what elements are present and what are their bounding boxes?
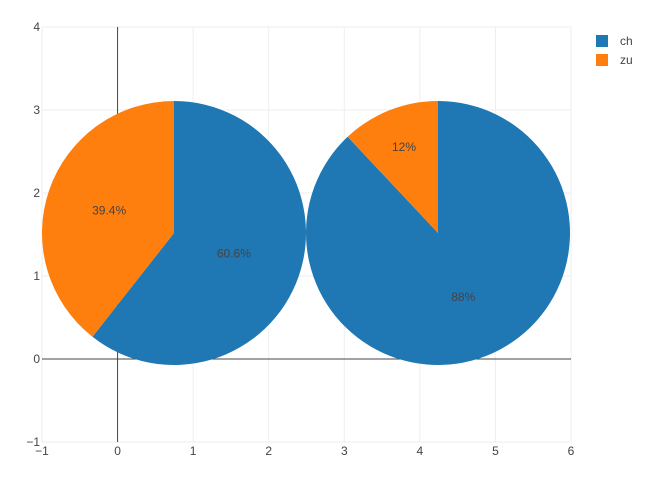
legend-label: zu <box>620 53 633 67</box>
y-tick-label: 1 <box>33 269 40 283</box>
x-axis-ticks: −1 0 1 2 3 4 5 6 <box>35 444 575 458</box>
x-tick-label: 5 <box>492 444 499 458</box>
y-tick-label: 0 <box>33 352 40 366</box>
pie-slice-ch[interactable] <box>92 101 306 365</box>
pie-slice-zu[interactable] <box>347 101 438 233</box>
y-tick-label: 3 <box>33 103 40 117</box>
legend-label: ch <box>620 34 633 48</box>
x-tick-label: 3 <box>341 444 348 458</box>
x-tick-label: 1 <box>190 444 197 458</box>
legend-swatch <box>596 54 608 66</box>
legend-swatch <box>596 35 608 47</box>
legend-item-zu[interactable]: zu <box>596 53 633 67</box>
y-tick-label: 2 <box>33 186 40 200</box>
pie-1: 60.6% 39.4% <box>41 101 306 365</box>
slice-label-zu: 39.4% <box>92 204 126 218</box>
y-axis-ticks: −1 0 1 2 3 4 <box>26 20 40 449</box>
x-tick-label: −1 <box>35 444 49 458</box>
x-tick-label: 6 <box>568 444 575 458</box>
y-tick-label: −1 <box>26 435 40 449</box>
x-tick-label: 4 <box>417 444 424 458</box>
x-tick-label: 0 <box>114 444 121 458</box>
slice-label-zu: 12% <box>392 140 416 154</box>
pies: 60.6% 39.4% 88% 12% <box>41 101 570 365</box>
y-tick-label: 4 <box>33 20 40 34</box>
x-tick-label: 2 <box>265 444 272 458</box>
pie-slice-zu[interactable] <box>41 101 175 337</box>
slice-label-ch: 60.6% <box>217 247 251 261</box>
slice-label-ch: 88% <box>451 290 475 304</box>
pie-2: 88% 12% <box>305 101 570 365</box>
legend[interactable]: ch zu <box>596 34 633 67</box>
legend-item-ch[interactable]: ch <box>596 34 633 48</box>
